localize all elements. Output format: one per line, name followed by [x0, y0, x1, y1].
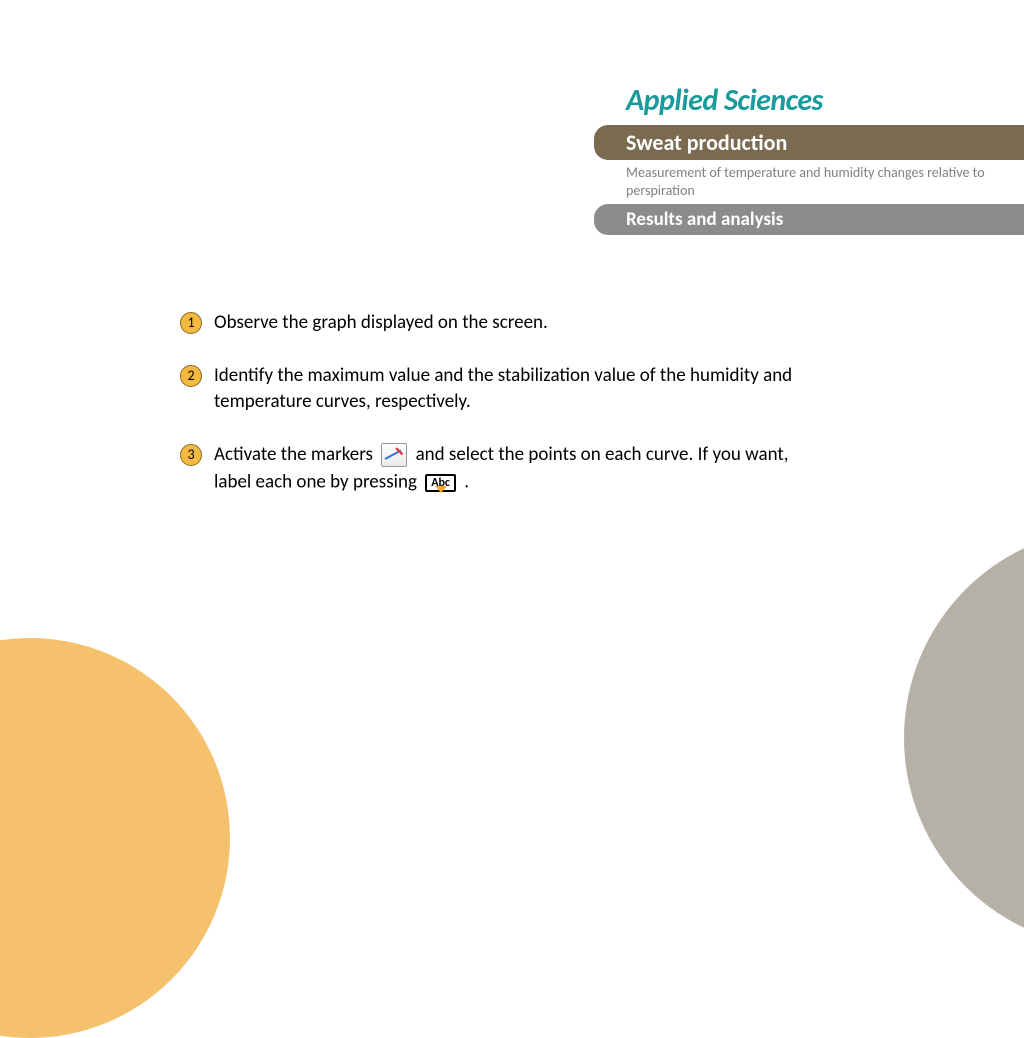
step-text: Identify the maximum value and the stabi…	[214, 363, 830, 416]
step-number-badge: 2	[180, 365, 202, 387]
label-abc-icon: Abc	[425, 468, 456, 498]
step-item: 3 Activate the markers and select the po…	[180, 442, 830, 499]
brand-title: Applied Sciences	[594, 82, 1024, 119]
step-text: Activate the markers and select the poin…	[214, 442, 830, 499]
step-text: Observe the graph displayed on the scree…	[214, 310, 830, 337]
step-text-part: .	[464, 471, 469, 494]
dropdown-arrow-icon	[435, 486, 447, 493]
decorative-circle-gray	[904, 528, 1024, 948]
step-item: 1 Observe the graph displayed on the scr…	[180, 310, 830, 337]
title-bar: Sweat production	[594, 125, 1024, 160]
subtitle-text: Measurement of temperature and humidity …	[594, 160, 1024, 204]
steps-list: 1 Observe the graph displayed on the scr…	[180, 310, 830, 524]
step-number-badge: 3	[180, 444, 202, 466]
step-number-badge: 1	[180, 312, 202, 334]
markers-icon	[381, 443, 407, 467]
section-bar: Results and analysis	[594, 204, 1024, 235]
step-text-part: Activate the markers	[214, 443, 377, 466]
step-item: 2 Identify the maximum value and the sta…	[180, 363, 830, 416]
decorative-circle-orange	[0, 638, 230, 1038]
header-block: Applied Sciences Sweat production Measur…	[594, 82, 1024, 235]
